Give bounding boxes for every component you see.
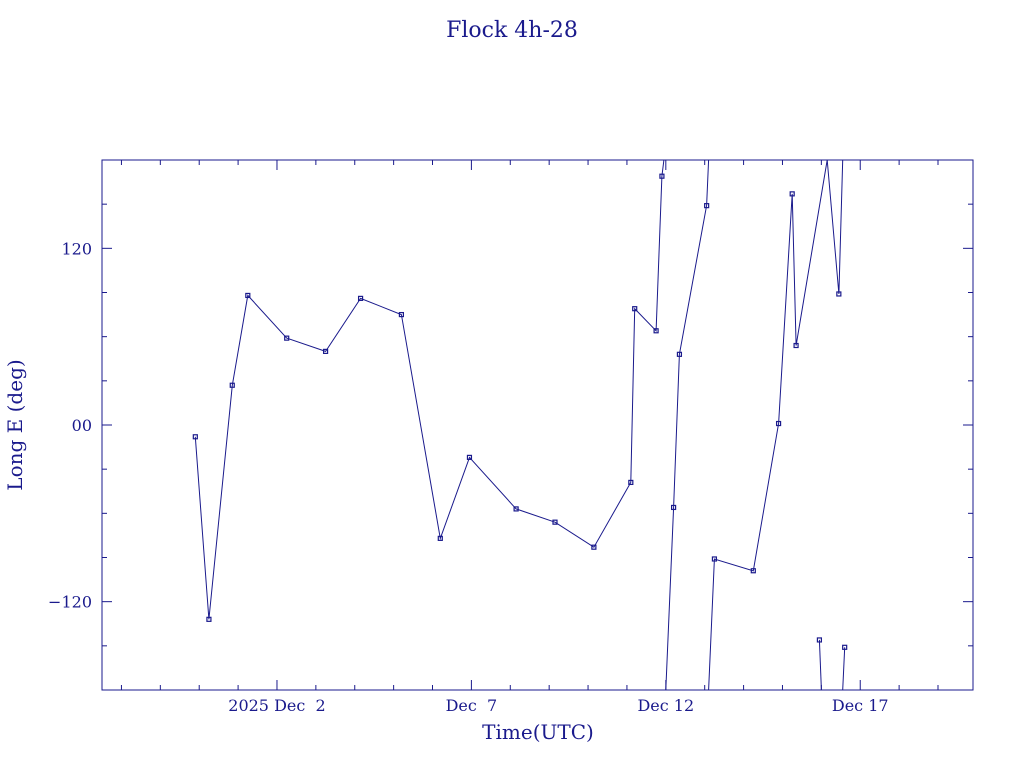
data-point [437,535,443,541]
data-point [466,454,473,460]
data-point [670,504,677,511]
data-point [245,292,251,299]
axis-ticks [102,160,973,690]
data-point [704,203,710,209]
data-point [229,382,235,388]
data-point [836,291,842,297]
data-series [192,159,848,691]
data-point [789,191,795,197]
series-line-segment [818,639,822,691]
data-point [816,637,823,643]
data-point [192,434,198,440]
y-tick-labels: 120 00 −120 [48,239,92,611]
x-tick-label: Dec 17 [832,696,889,715]
data-point [653,328,659,334]
data-point [632,306,638,312]
y-tick-label: −120 [48,593,92,612]
data-point [793,342,799,349]
y-axis-label: Long E (deg) [3,359,27,490]
x-tick-label: 2025 Dec 2 [228,696,325,715]
data-point [711,556,718,562]
plot-frame [101,159,974,691]
x-tick-label: Dec 7 [446,696,498,715]
data-point [775,420,782,427]
data-point [552,519,558,525]
data-point [750,568,756,574]
data-point [842,644,848,650]
data-point [398,311,405,318]
y-tick-label: 00 [72,416,92,435]
data-point [676,351,683,357]
y-tick-label: 120 [61,239,92,258]
data-point [659,173,665,179]
data-point [322,348,329,354]
data-point [206,616,212,622]
data-point [357,295,364,301]
data-point [513,506,519,512]
series-line-segment [665,159,710,691]
data-point [284,335,290,341]
series-line-segment [842,647,846,691]
chart-title: Flock 4h-28 [446,18,578,43]
data-point [628,479,634,486]
data-point [591,544,597,550]
x-tick-labels: 2025 Dec 2 Dec 7 Dec 12 Dec 17 [228,696,888,715]
x-tick-label: Dec 12 [637,696,694,715]
series-line-segment [708,159,844,691]
x-axis-label: Time(UTC) [482,720,594,744]
series-line-segment [194,159,665,620]
